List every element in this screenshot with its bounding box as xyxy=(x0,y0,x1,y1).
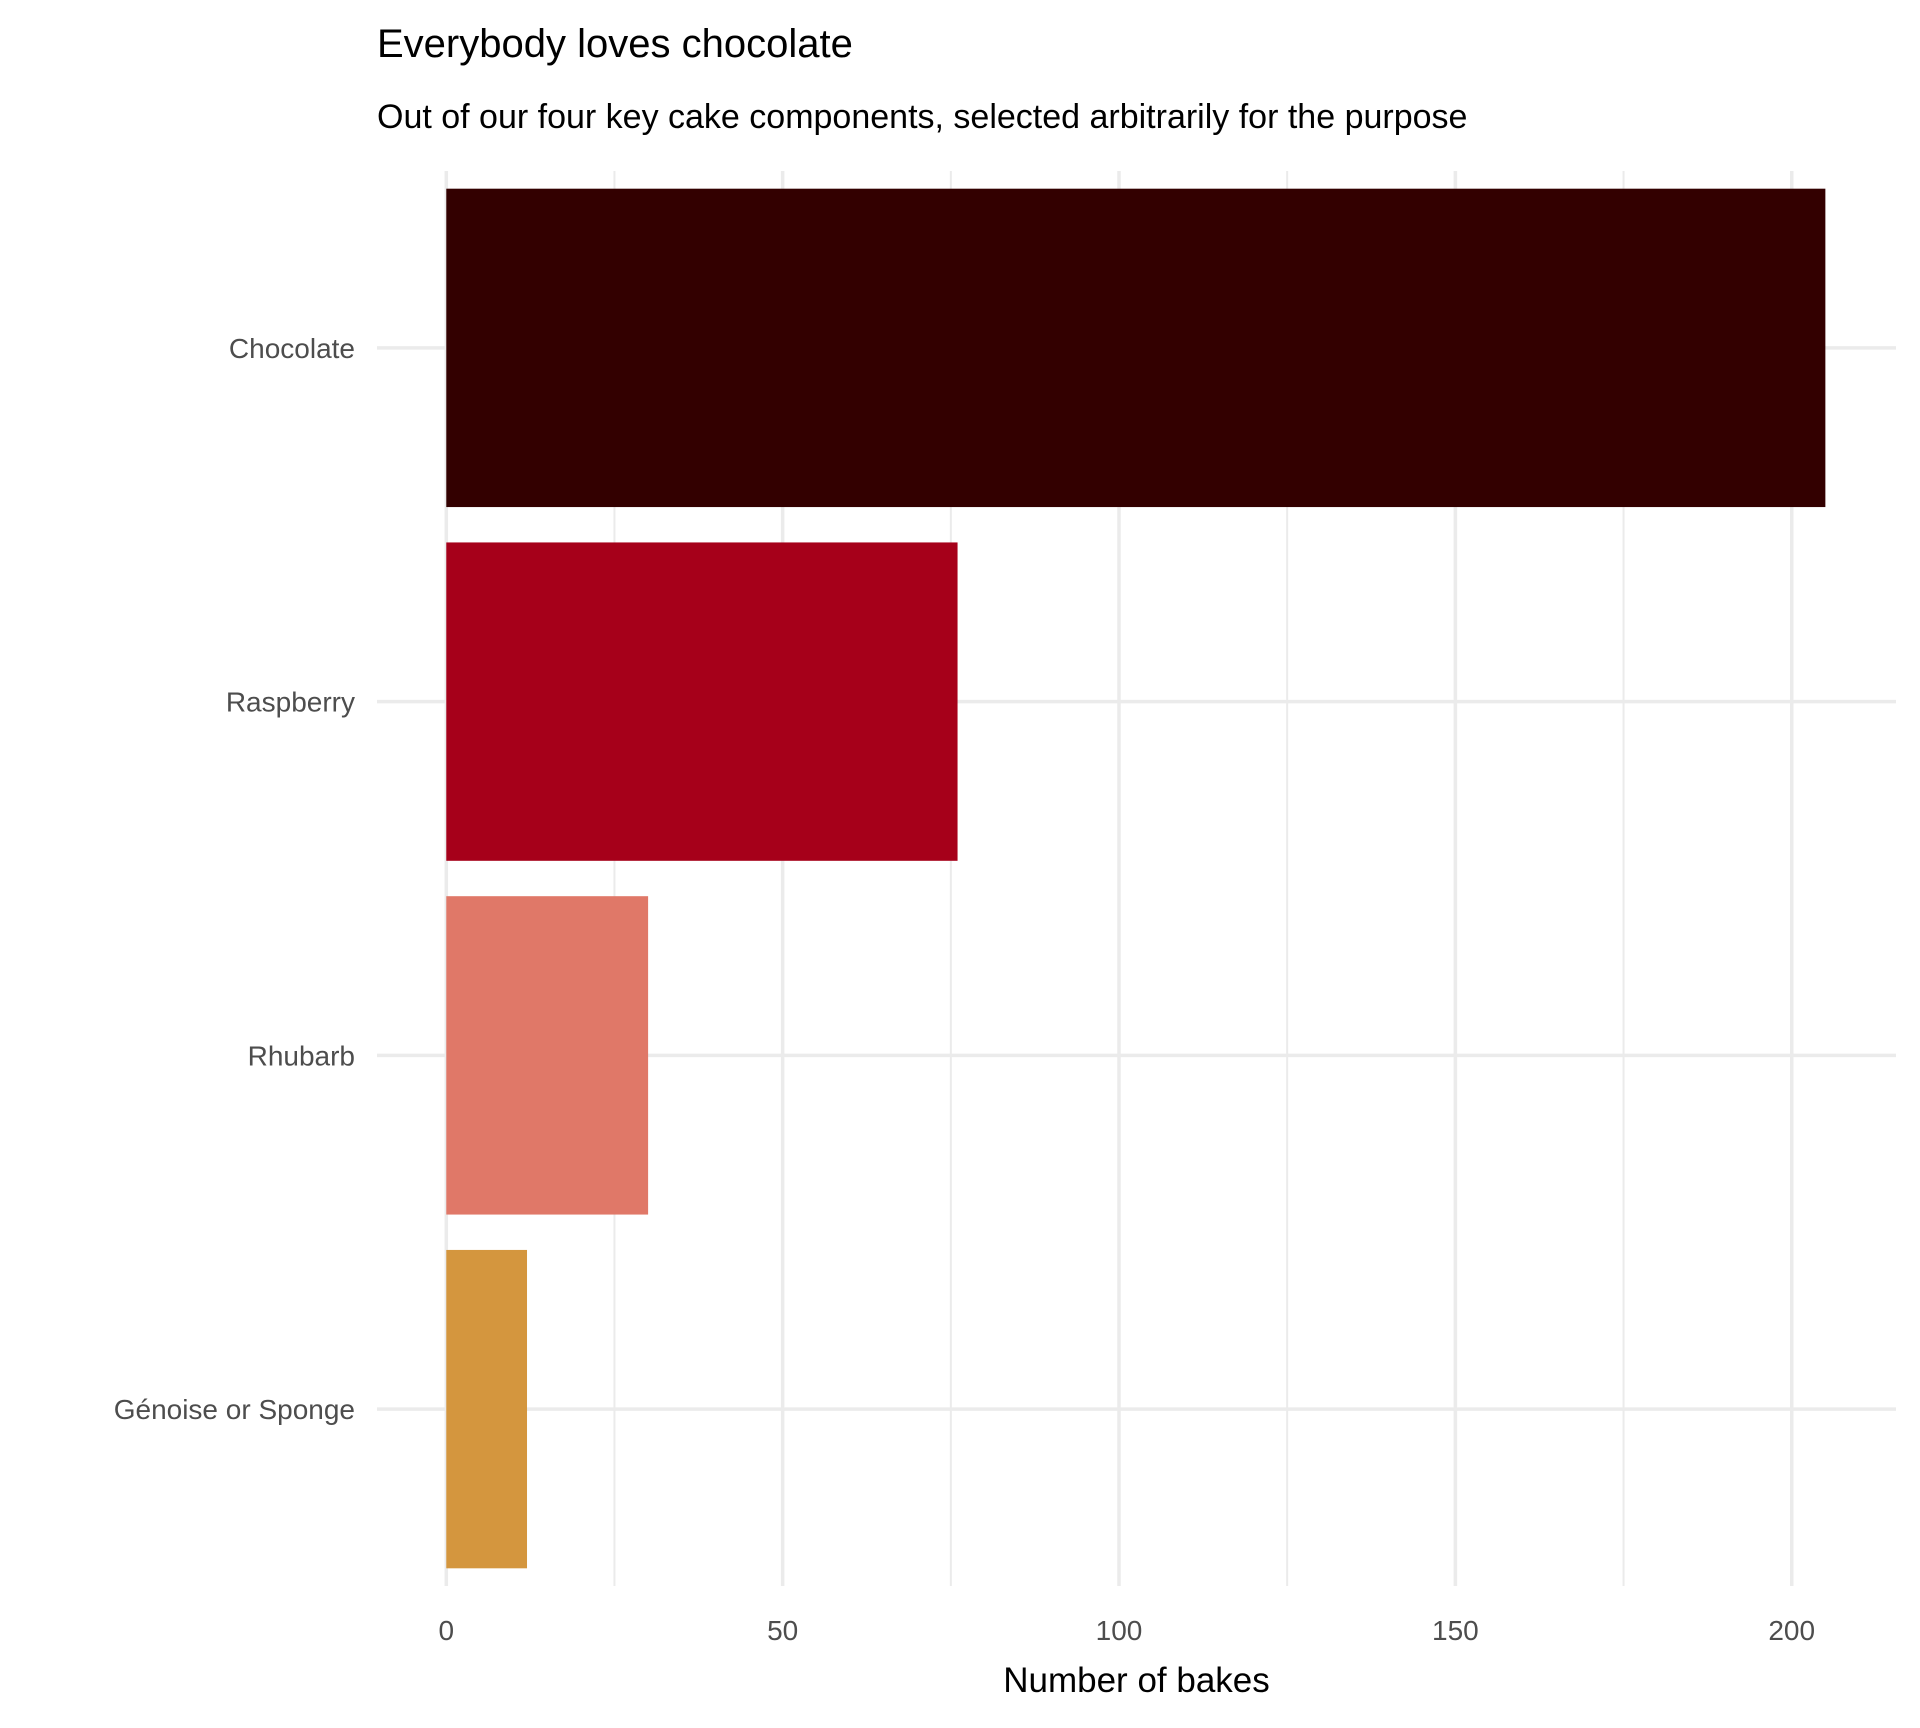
y-tick-label: Raspberry xyxy=(226,687,355,718)
x-axis-title: Number of bakes xyxy=(1003,1661,1270,1700)
x-tick-label: 100 xyxy=(1096,1615,1143,1646)
bar-g-noise-or-sponge xyxy=(446,1249,528,1569)
x-tick-label: 50 xyxy=(767,1615,798,1646)
bar-rhubarb xyxy=(446,896,649,1215)
y-tick-label: Chocolate xyxy=(229,333,355,364)
bar-raspberry xyxy=(446,542,958,861)
x-tick-label: 0 xyxy=(439,1615,455,1646)
y-tick-label: Génoise or Sponge xyxy=(114,1394,355,1425)
bar-chocolate xyxy=(446,188,1826,508)
chart-title: Everybody loves chocolate xyxy=(377,22,853,66)
x-tick-label: 150 xyxy=(1432,1615,1479,1646)
x-tick-label: 200 xyxy=(1768,1615,1815,1646)
y-tick-label: Rhubarb xyxy=(248,1040,355,1071)
chart-subtitle: Out of our four key cake components, sel… xyxy=(377,98,1468,136)
